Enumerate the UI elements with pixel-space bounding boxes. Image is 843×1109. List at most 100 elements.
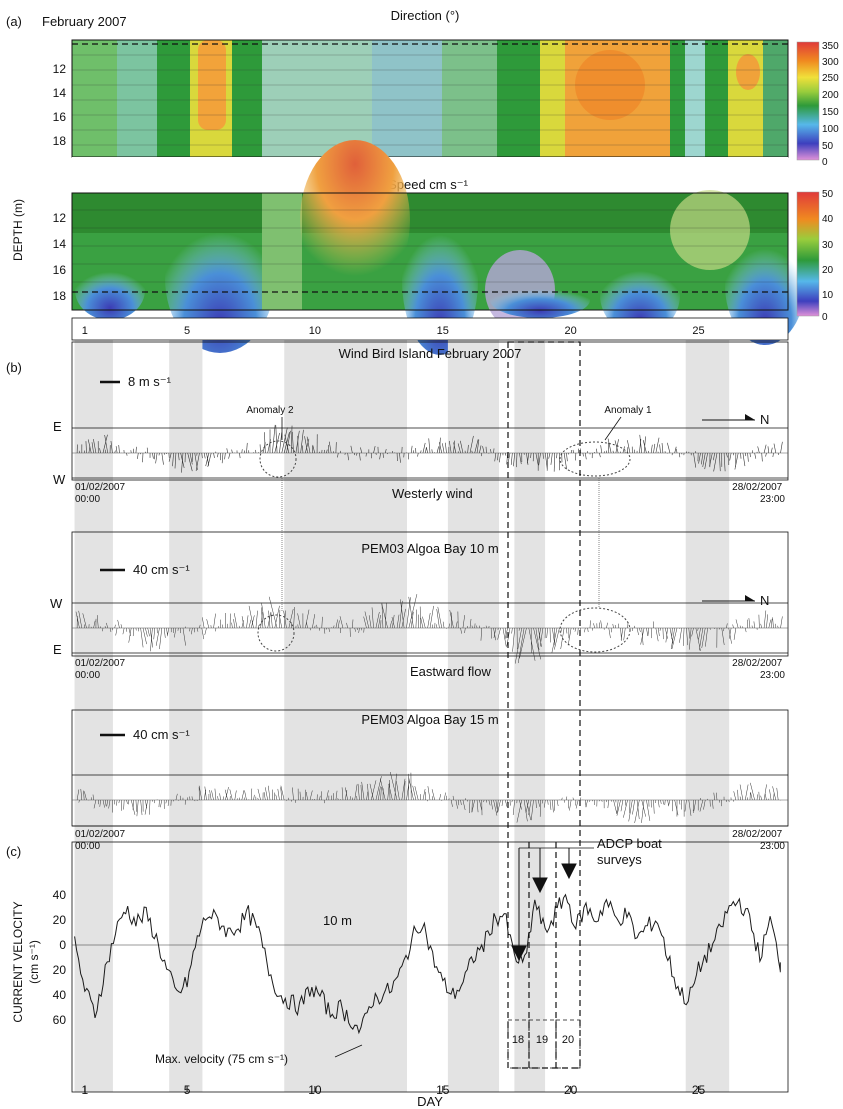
vector-stick (163, 627, 166, 638)
vector-stick (712, 799, 714, 809)
direction-colorbar-ticks: 350 300 250 200 150 100 50 0 (822, 41, 839, 168)
day-tick-c: 25 (692, 1083, 706, 1097)
vector-stick (150, 627, 153, 652)
vector-stick (359, 452, 361, 461)
colorbar-tick: 200 (822, 90, 839, 101)
vector-stick (257, 788, 261, 801)
vector-stick (335, 619, 338, 629)
vector-stick (408, 594, 418, 629)
vector-stick (110, 440, 113, 454)
vector-stick (117, 619, 120, 629)
vector-stick (305, 791, 308, 801)
panel-a-day-ticks: 1 5 10 15 20 25 (82, 325, 705, 337)
vector-stick (328, 627, 330, 632)
vector-stick (356, 452, 358, 456)
depth-tick: 16 (53, 110, 67, 124)
vector-stick (222, 796, 225, 801)
vector-stick (753, 621, 755, 629)
vector-stick (723, 627, 725, 632)
vector-stick (231, 449, 233, 454)
wind-end-date: 28/02/2007 23:00 (732, 482, 785, 505)
vector-stick (698, 627, 701, 640)
adcp-outline-outer (507, 341, 581, 1069)
vector-stick (474, 439, 479, 454)
vector-stick (326, 449, 328, 454)
vector-stick (646, 627, 649, 637)
vector-stick (195, 452, 200, 471)
velocity-tick: 0 (59, 938, 66, 952)
vector-stick (364, 611, 370, 629)
vector-stick (763, 784, 767, 801)
vector-stick (147, 627, 150, 637)
vector-stick (224, 789, 228, 801)
vector-stick (78, 610, 83, 629)
vector-stick (326, 790, 329, 801)
vector-stick (414, 786, 419, 801)
vector-stick (181, 452, 184, 473)
vector-stick (417, 452, 419, 457)
vector-stick (773, 793, 775, 801)
colorbar-tick: 0 (822, 312, 828, 323)
vector-stick (642, 440, 647, 454)
vector-stick (422, 442, 426, 454)
vector-stick (380, 786, 382, 801)
vector-stick (464, 627, 466, 634)
colorbar-tick: 250 (822, 73, 839, 84)
vector-stick (228, 452, 231, 459)
vector-stick (600, 445, 603, 454)
vector-stick (584, 627, 586, 633)
vector-stick (761, 452, 763, 462)
vector-stick (214, 788, 217, 801)
vector-stick (396, 781, 400, 801)
month-label: February 2007 (42, 14, 127, 29)
vector-stick (321, 616, 323, 629)
vector-stick (653, 799, 655, 814)
current-10m-north: N (760, 593, 769, 608)
vector-stick (671, 627, 678, 649)
wind-axis-upper: E (53, 419, 62, 434)
current-10m-title: PEM03 Algoa Bay 10 m (361, 541, 498, 556)
vector-stick (196, 627, 199, 632)
vector-stick (387, 779, 390, 801)
vector-stick (341, 787, 344, 801)
vector-stick (128, 627, 132, 643)
vector-stick (118, 799, 120, 804)
vector-stick (607, 438, 612, 454)
vector-stick (431, 789, 435, 801)
vector-stick (627, 440, 631, 454)
vector-stick (567, 627, 572, 646)
vector-stick (613, 799, 618, 815)
vector-stick (354, 627, 356, 632)
vector-stick (665, 627, 668, 643)
vector-stick (493, 448, 495, 454)
vector-stick (345, 787, 348, 801)
wind-scale-label: 8 m s⁻¹ (128, 374, 172, 389)
vector-stick (496, 799, 499, 813)
vector-stick (105, 799, 107, 806)
velocity-tick: 40 (53, 888, 67, 902)
vector-stick (705, 627, 708, 647)
depth-tick: 18 (53, 289, 67, 303)
vector-stick (246, 442, 248, 454)
vector-stick (469, 435, 474, 454)
vector-stick (264, 432, 266, 454)
vector-stick (462, 615, 465, 629)
vector-stick (224, 452, 226, 460)
panel-label-a: (a) (6, 14, 22, 29)
vector-stick (497, 627, 501, 640)
vector-stick (380, 778, 386, 801)
vector-stick (244, 790, 247, 801)
vector-stick (770, 447, 773, 454)
vector-stick (480, 627, 483, 641)
vector-stick (429, 605, 434, 629)
vector-stick (365, 452, 367, 457)
vector-stick (422, 788, 426, 801)
vector-stick (607, 799, 610, 809)
vector-stick (476, 799, 479, 813)
vector-stick (742, 452, 746, 467)
vector-stick (625, 799, 627, 806)
vector-stick (750, 782, 755, 801)
vector-stick (733, 791, 737, 801)
vector-stick (408, 596, 414, 629)
vector-stick (328, 441, 332, 454)
